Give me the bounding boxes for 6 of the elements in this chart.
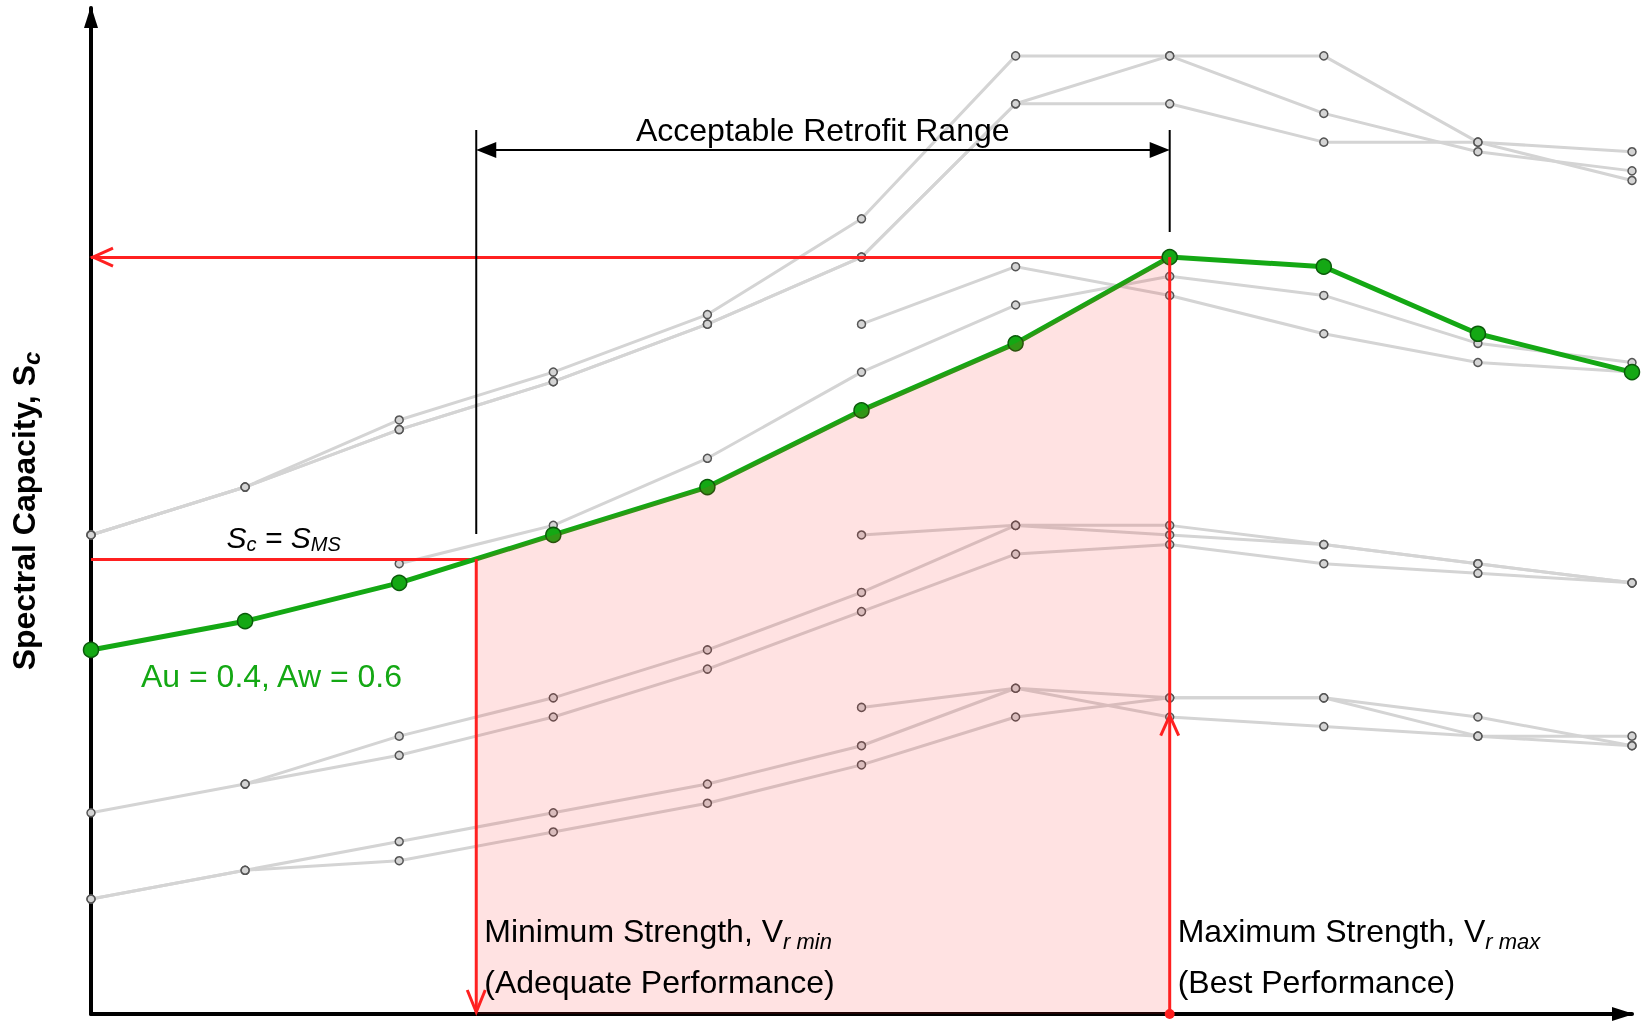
annotation: Acceptable Retrofit Range [635,111,1010,150]
series-label: Au = 0.4, Aw = 0.6 [141,656,402,696]
text: Maximum Strength, V$_{r max}$ (Best Performance) [1177,913,1541,1001]
annotation: Minimum Strength, V$_{r min}$ (Adequate Performance) [484,912,835,1003]
ref-line-label: Sc = SMS [226,521,342,555]
y-axis-title: Spectral Capacity, Sc [6,351,45,671]
